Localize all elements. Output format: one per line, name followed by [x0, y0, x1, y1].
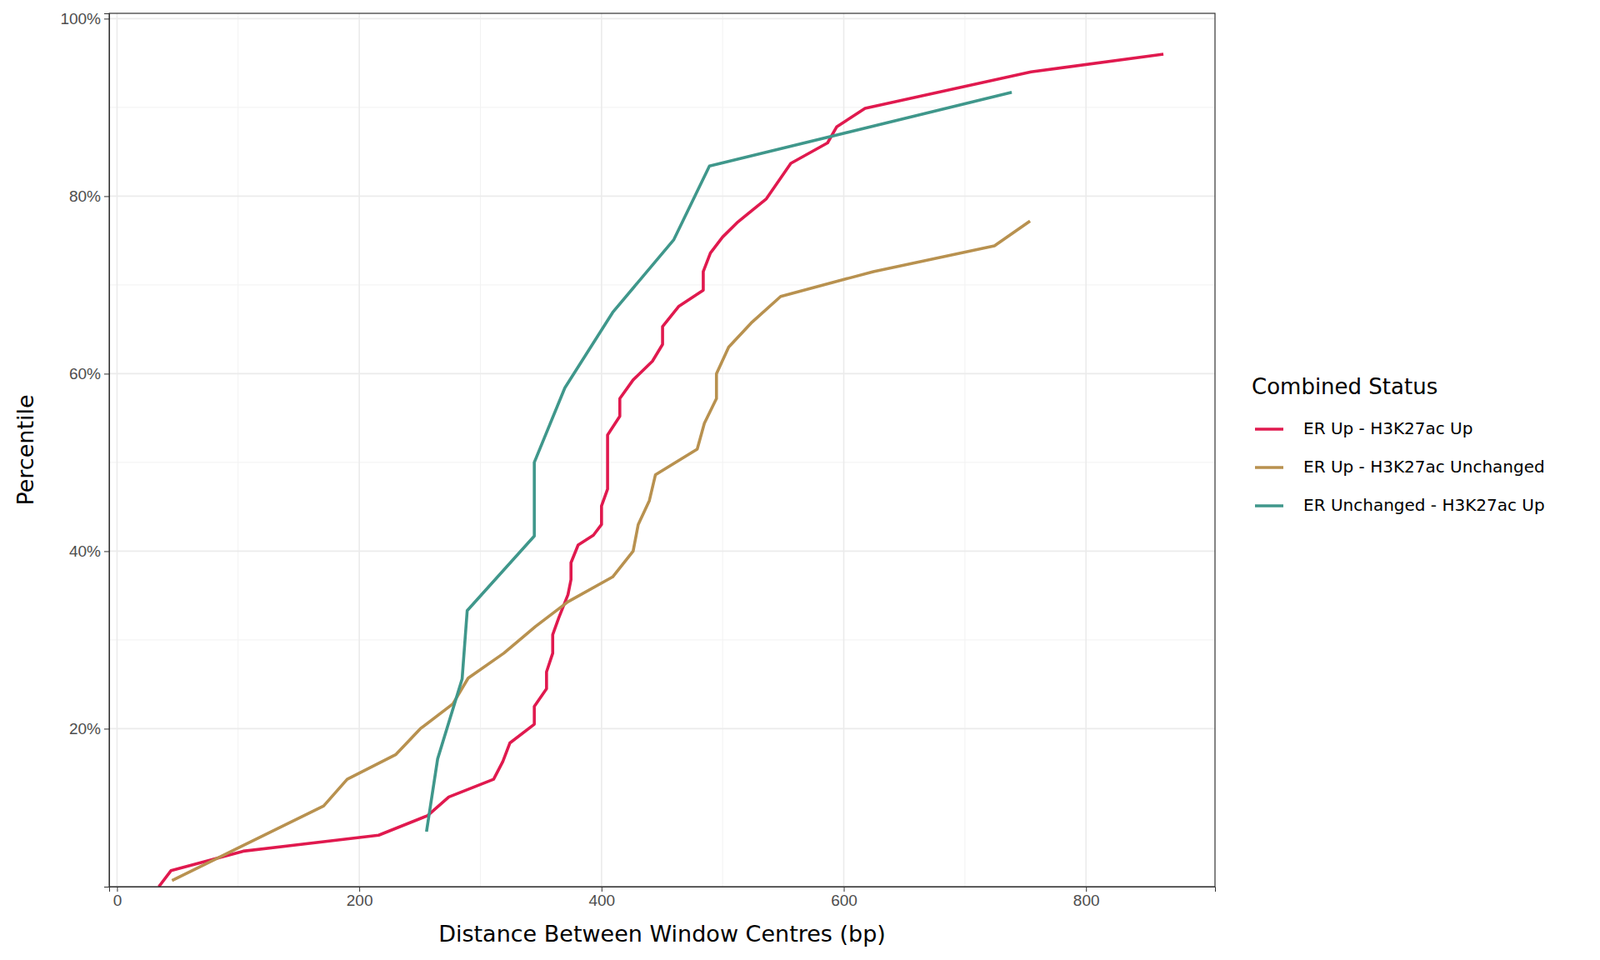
legend-label: ER Unchanged - H3K27ac Up: [1303, 495, 1545, 515]
plot-frame: [109, 13, 1215, 887]
x-tick: 600: [830, 886, 858, 910]
minor-grid-line: [480, 13, 481, 887]
y-axis: 20% 40% 60% 80% 100%: [60, 10, 110, 888]
series-line: [159, 54, 1164, 887]
legend-item: ER Up - H3K27ac Unchanged: [1255, 456, 1545, 477]
x-tick-label: 800: [1073, 891, 1100, 910]
x-tick-mark: [601, 886, 603, 892]
y-tick: 60%: [69, 365, 110, 383]
grid-line: [109, 195, 1215, 198]
series-line: [171, 220, 1030, 880]
legend-swatch: [1255, 504, 1284, 508]
x-tick: 200: [346, 886, 374, 910]
grid: [109, 13, 1215, 887]
y-tick-mark: [104, 550, 110, 552]
minor-grid-line: [722, 13, 724, 887]
y-tick-label: 60%: [69, 365, 101, 383]
y-tick-label: 40%: [69, 542, 101, 560]
y-tick: 40%: [69, 542, 110, 560]
legend-label: ER Up - H3K27ac Up: [1303, 418, 1473, 439]
legend-swatch: [1255, 427, 1284, 431]
chart: 0 200 400 600 800 20% 40% 60% 80% 100% Distance Be…: [0, 0, 1600, 960]
x-tick-mark: [844, 886, 845, 892]
x-tick-label: 600: [830, 891, 858, 910]
grid-line: [109, 18, 1215, 20]
y-tick-label: 80%: [69, 187, 101, 205]
x-tick-mark: [116, 886, 118, 892]
minor-grid-line: [109, 284, 1215, 285]
lines: [159, 54, 1164, 887]
x-tick: 400: [588, 886, 615, 910]
x-axis-title: Distance Between Window Centres (bp): [438, 920, 886, 947]
minor-grid-line: [964, 13, 965, 887]
legend-item: ER Unchanged - H3K27ac Up: [1255, 495, 1545, 515]
x-axis-line: [110, 887, 1216, 893]
y-tick-label: 20%: [69, 720, 101, 738]
y-tick: 100%: [60, 10, 110, 28]
minor-grid-line: [237, 13, 239, 887]
grid-line: [843, 13, 845, 887]
minor-grid-line: [109, 461, 1215, 463]
x-tick: 0: [113, 886, 123, 910]
grid-line: [109, 728, 1215, 730]
y-tick-mark: [104, 195, 110, 197]
grid-line: [109, 373, 1215, 375]
y-tick: 20%: [69, 720, 110, 738]
x-tick-label: 400: [588, 891, 615, 910]
x-tick-mark: [1085, 886, 1087, 892]
grid-line: [116, 13, 119, 887]
grid-line: [600, 13, 603, 887]
grid-line: [109, 550, 1215, 553]
grid-line: [1085, 13, 1087, 887]
legend-item: ER Up - H3K27ac Up: [1255, 418, 1473, 439]
x-tick-label: 200: [346, 891, 374, 910]
y-tick: 80%: [69, 187, 110, 205]
x-tick: 800: [1073, 886, 1100, 910]
legend: Combined Status ER Up - H3K27ac Up ER Up -…: [1251, 374, 1545, 515]
x-tick-label: 0: [113, 891, 123, 910]
x-tick-mark: [359, 886, 360, 892]
y-tick-label: 100%: [60, 10, 101, 28]
series-line: [426, 92, 1012, 832]
y-axis-line: [104, 14, 110, 888]
y-tick-mark: [104, 373, 110, 375]
grid-line: [358, 13, 360, 887]
minor-grid-line: [109, 106, 1215, 108]
legend-swatch: [1255, 465, 1284, 470]
y-axis-title: Percentile: [12, 394, 39, 505]
y-tick-mark: [104, 18, 110, 20]
plot-background: [109, 13, 1215, 887]
legend-label: ER Up - H3K27ac Unchanged: [1303, 456, 1545, 477]
x-axis: 0 200 400 600 800: [110, 886, 1216, 910]
y-tick-mark: [104, 728, 110, 730]
legend-title: Combined Status: [1251, 374, 1438, 400]
minor-grid-line: [109, 639, 1215, 640]
